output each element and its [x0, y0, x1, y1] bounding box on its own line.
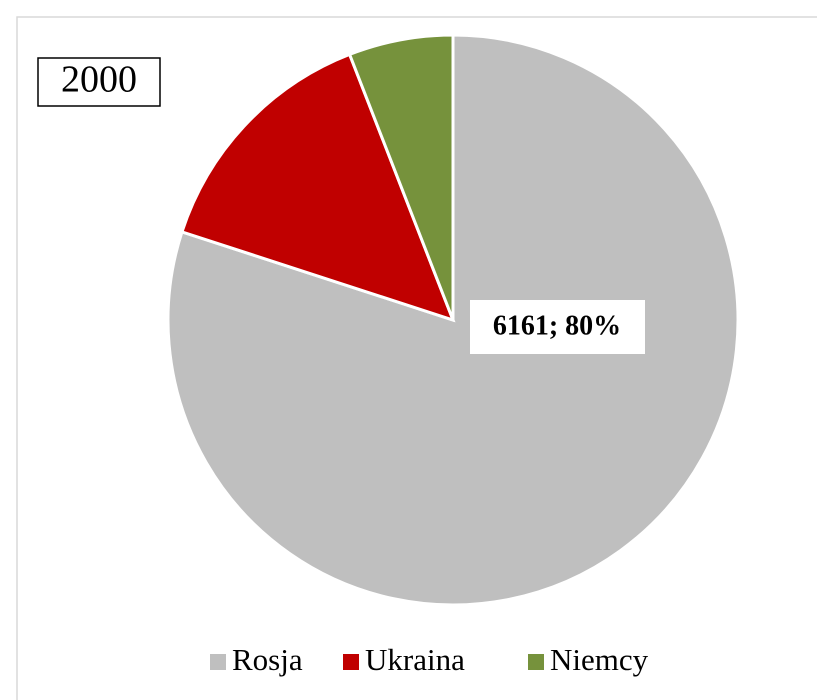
- legend-label: Ukraina: [365, 642, 465, 677]
- legend-label: Rosja: [232, 642, 303, 677]
- data-label: 6161; 80%: [493, 310, 621, 341]
- legend-swatch: [528, 654, 544, 670]
- legend-label: Niemcy: [550, 642, 649, 677]
- legend-swatch: [210, 654, 226, 670]
- data-label-box: [470, 300, 645, 354]
- legend-swatch: [343, 654, 359, 670]
- chart-title: 2000: [61, 59, 137, 101]
- title-box: [37, 57, 161, 107]
- pie-slice: [180, 52, 456, 323]
- pie-slice: [347, 33, 455, 321]
